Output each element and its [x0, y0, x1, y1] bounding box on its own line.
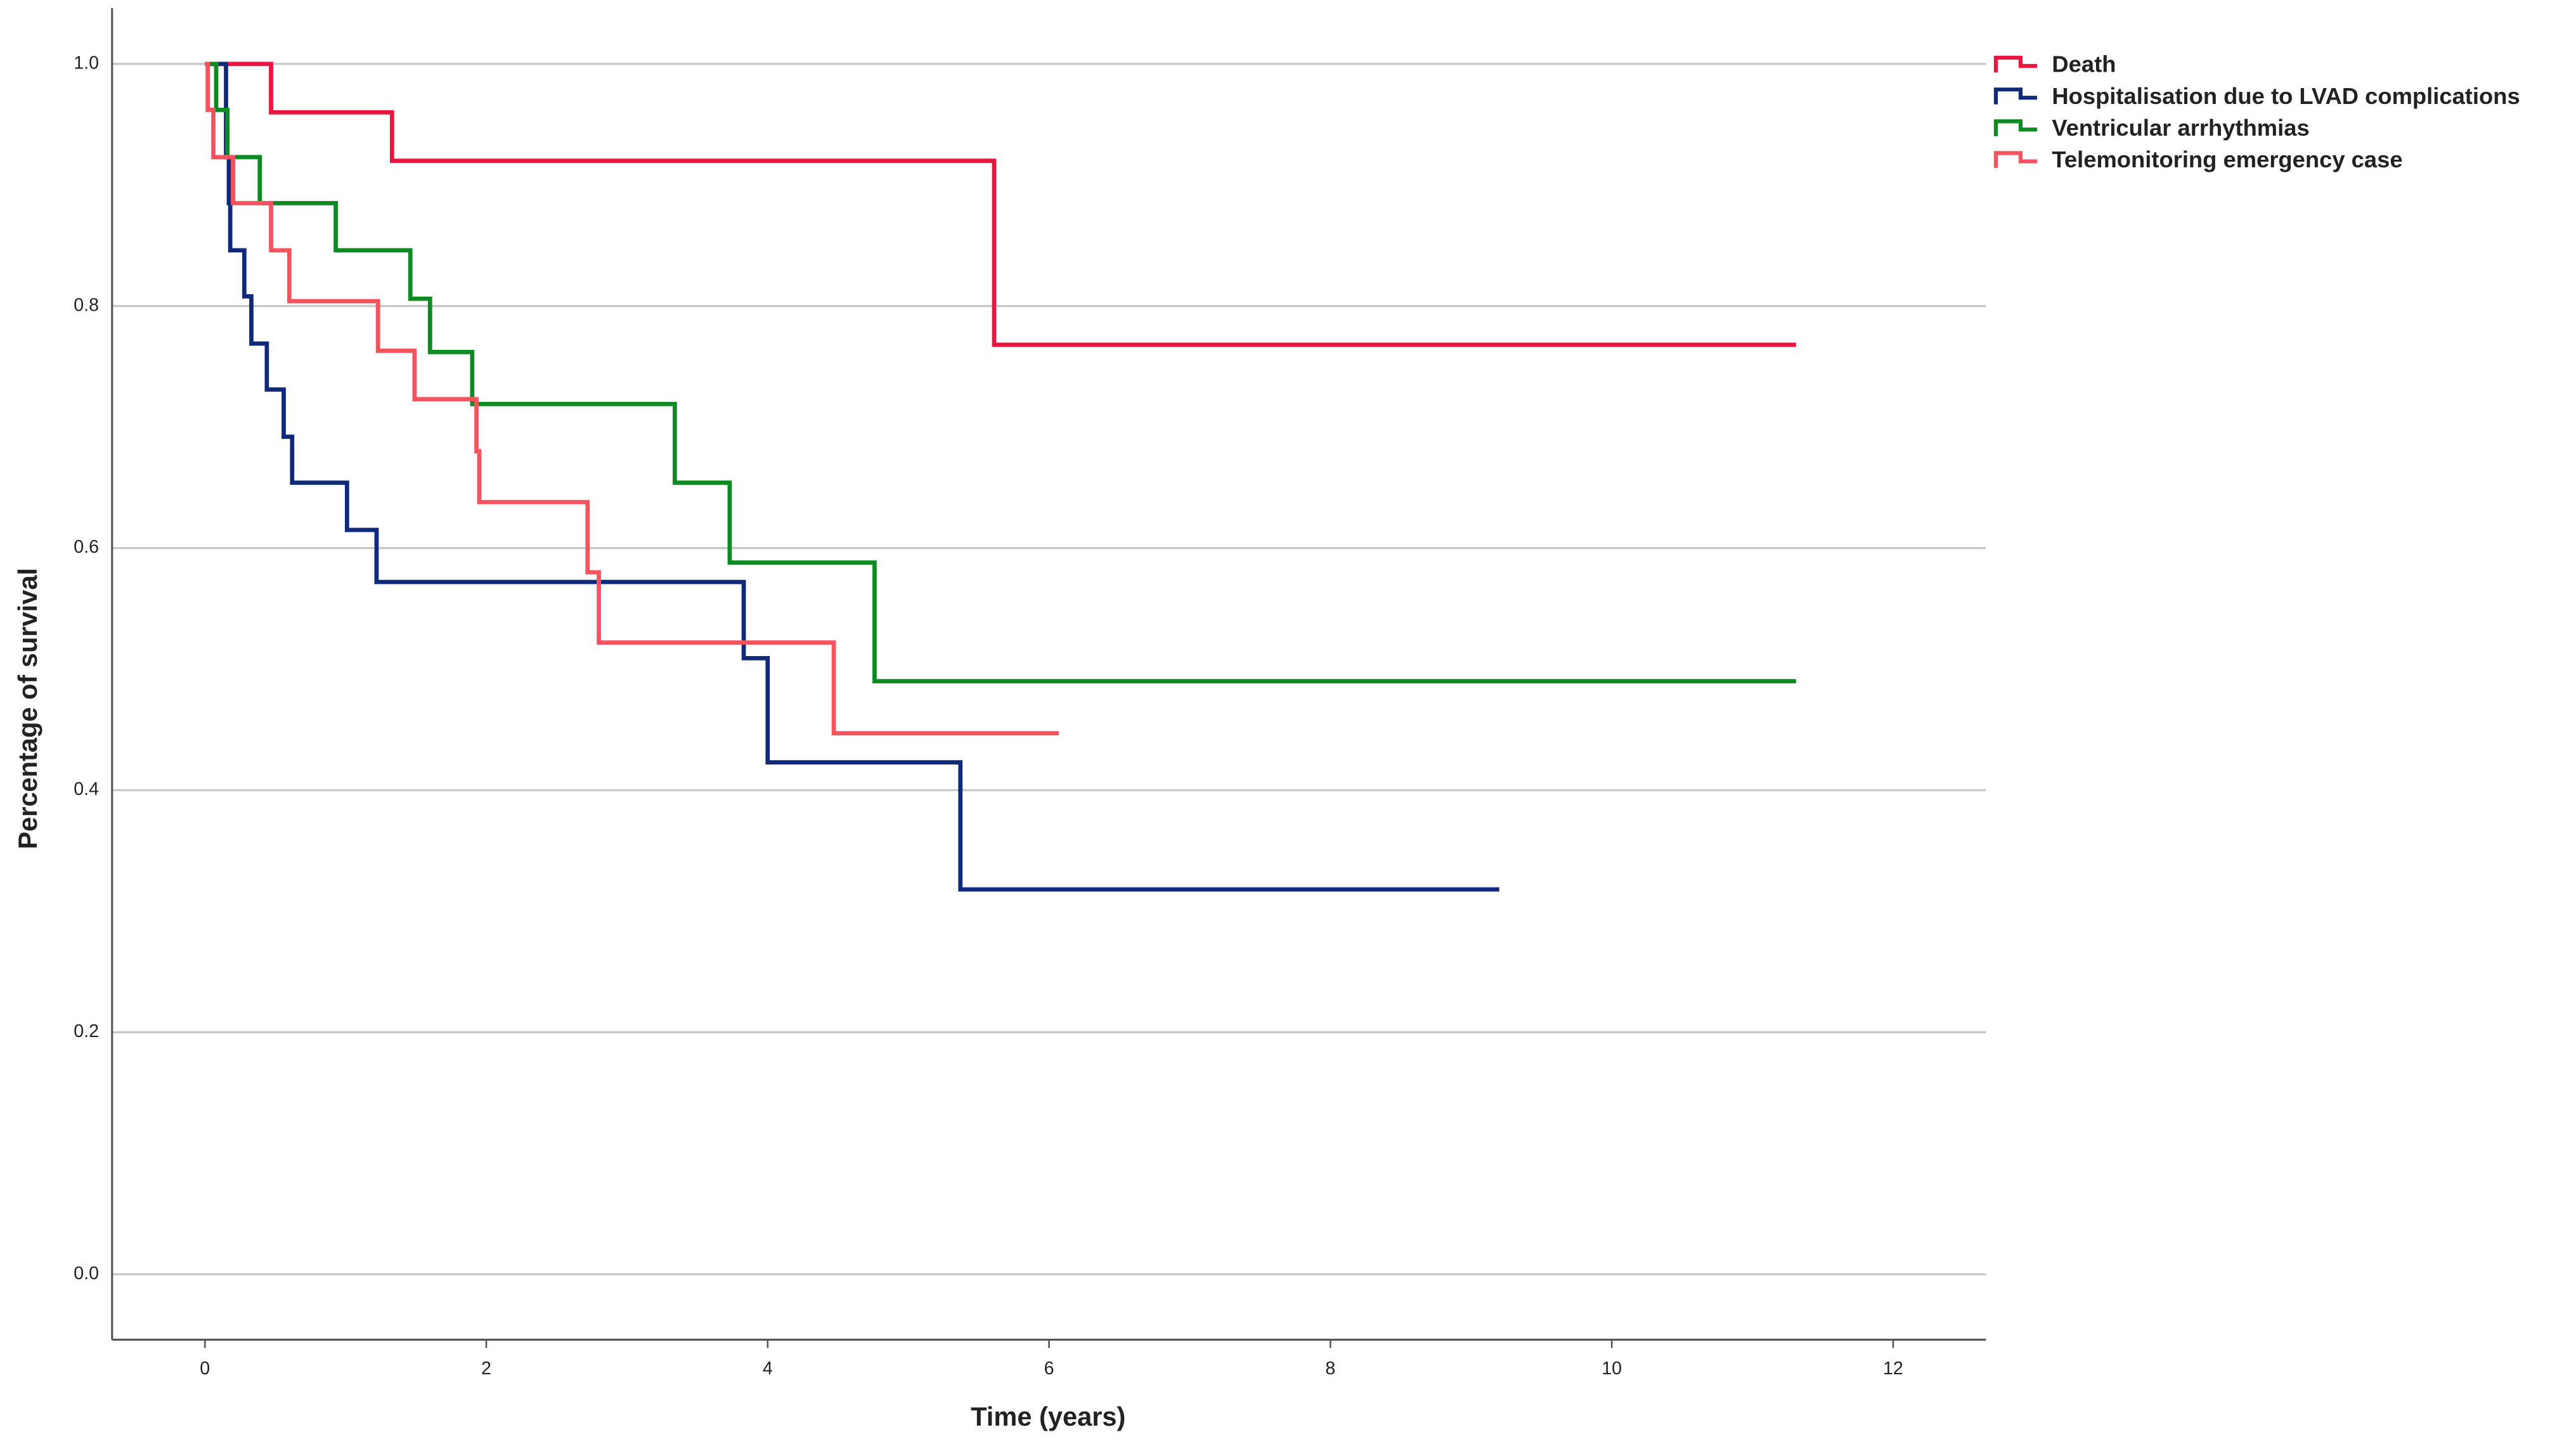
x-tick-label: 12	[1883, 1358, 1903, 1379]
legend-swatch	[1993, 55, 2037, 73]
y-tick-label: 0.4	[74, 779, 99, 799]
legend-label: Hospitalisation due to LVAD complication…	[2052, 83, 2520, 109]
x-tick-label: 0	[200, 1358, 210, 1379]
legend-label: Ventricular arrhythmias	[2052, 115, 2309, 141]
legend-label: Telemonitoring emergency case	[2052, 146, 2402, 172]
y-tick-label: 0.2	[74, 1021, 99, 1041]
survival-curve	[205, 61, 1796, 684]
legend-label: Death	[2052, 51, 2116, 77]
legend-swatch	[1993, 151, 2037, 168]
legend-swatch	[1993, 119, 2037, 136]
x-tick-label: 6	[1044, 1358, 1054, 1379]
y-tick-label: 0.0	[74, 1263, 99, 1284]
survival-curve	[205, 61, 1059, 736]
x-tick-label: 8	[1325, 1358, 1335, 1379]
y-tick-label: 1.0	[74, 53, 99, 73]
x-tick-label: 10	[1602, 1358, 1622, 1379]
x-tick-label: 4	[763, 1358, 773, 1379]
y-tick-label: 0.8	[74, 295, 99, 315]
y-axis-title: Percentage of survival	[13, 568, 42, 849]
survival-curve	[205, 61, 1796, 347]
legend-swatch	[1993, 87, 2037, 105]
survival-curve	[205, 61, 1499, 892]
x-axis-title: Time (years)	[971, 1402, 1125, 1431]
y-tick-label: 0.6	[74, 537, 99, 557]
x-tick-label: 2	[481, 1358, 491, 1379]
